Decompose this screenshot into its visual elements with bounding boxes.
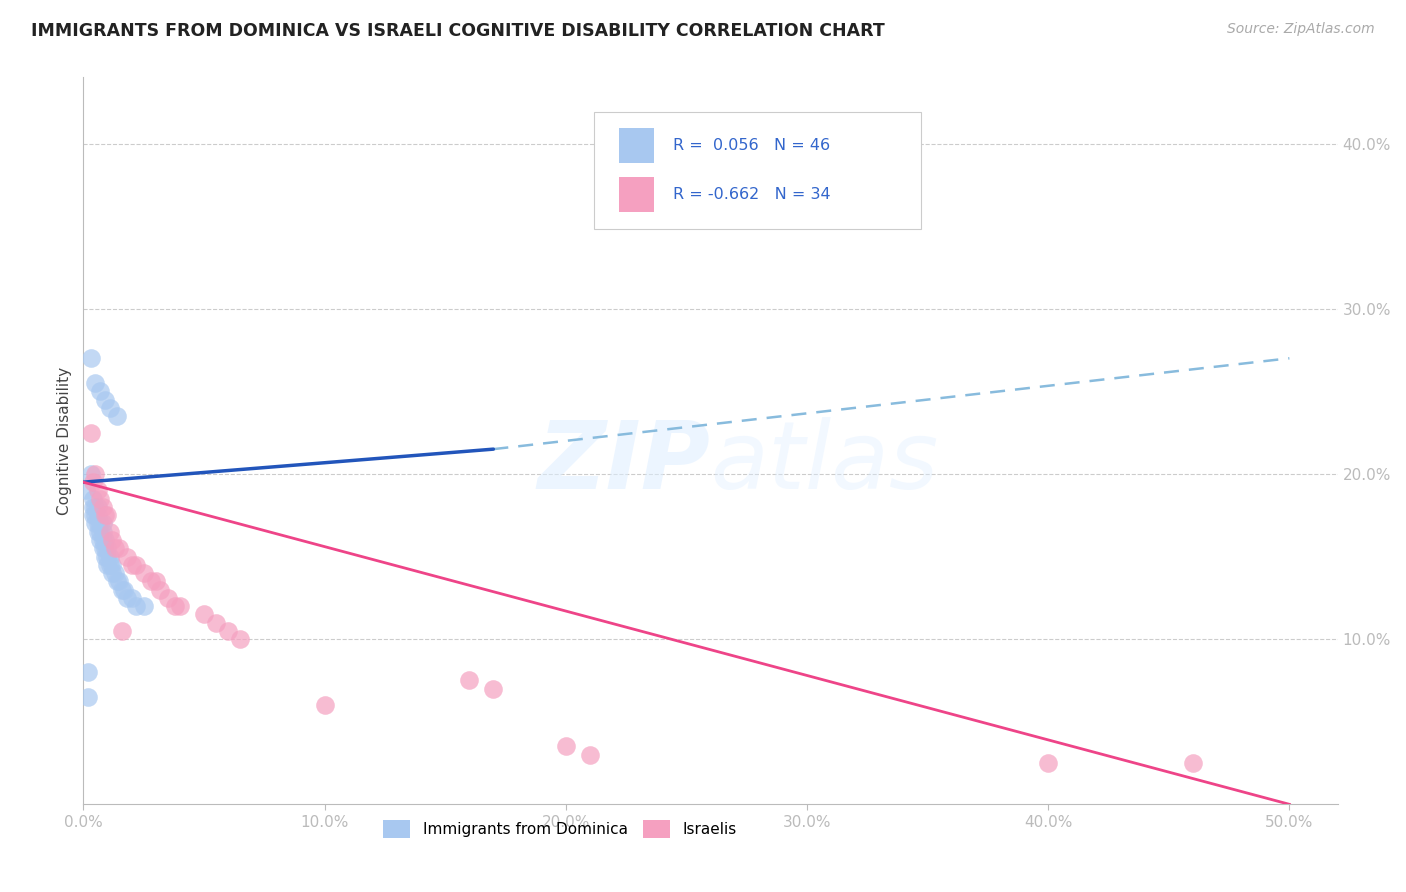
Point — [84, 500, 107, 514]
Point — [89, 524, 111, 539]
Point — [91, 541, 114, 556]
Point — [314, 698, 336, 713]
Legend: Immigrants from Dominica, Israelis: Immigrants from Dominica, Israelis — [377, 814, 742, 844]
Point — [217, 624, 239, 638]
Point — [79, 351, 101, 366]
FancyBboxPatch shape — [593, 112, 921, 228]
Point — [84, 467, 107, 481]
Point — [139, 574, 162, 589]
Point — [82, 475, 104, 490]
Text: IMMIGRANTS FROM DOMINICA VS ISRAELI COGNITIVE DISABILITY CORRELATION CHART: IMMIGRANTS FROM DOMINICA VS ISRAELI COGN… — [31, 22, 884, 40]
Point — [554, 739, 576, 754]
Point — [87, 508, 110, 523]
Point — [84, 508, 107, 523]
Point — [169, 599, 191, 613]
Point — [91, 524, 114, 539]
Point — [125, 558, 148, 572]
Point — [104, 541, 127, 556]
Point — [108, 574, 131, 589]
FancyBboxPatch shape — [619, 178, 654, 212]
Point — [149, 582, 172, 597]
Point — [87, 516, 110, 531]
Point — [112, 582, 135, 597]
Point — [91, 500, 114, 514]
Point — [482, 681, 505, 696]
Point — [82, 491, 104, 506]
Point — [98, 558, 121, 572]
Y-axis label: Cognitive Disability: Cognitive Disability — [58, 367, 72, 515]
Point — [91, 516, 114, 531]
Point — [163, 599, 186, 613]
Point — [87, 500, 110, 514]
Point — [87, 483, 110, 498]
Point — [98, 524, 121, 539]
Point — [1181, 756, 1204, 770]
Point — [121, 591, 143, 605]
Point — [94, 508, 117, 523]
Point — [94, 533, 117, 547]
Point — [79, 467, 101, 481]
Point — [82, 500, 104, 514]
Point — [108, 541, 131, 556]
Point — [193, 607, 215, 622]
Point — [77, 690, 100, 704]
Point — [75, 483, 97, 498]
Point — [89, 516, 111, 531]
Point — [115, 549, 138, 564]
Point — [89, 491, 111, 506]
Text: Source: ZipAtlas.com: Source: ZipAtlas.com — [1227, 22, 1375, 37]
Text: atlas: atlas — [710, 417, 939, 508]
Point — [105, 574, 128, 589]
Point — [145, 574, 167, 589]
Point — [115, 591, 138, 605]
Point — [98, 549, 121, 564]
Point — [94, 541, 117, 556]
Point — [84, 516, 107, 531]
Point — [87, 524, 110, 539]
Point — [96, 541, 118, 556]
Point — [1038, 756, 1060, 770]
Point — [101, 566, 124, 580]
Text: R =  0.056   N = 46: R = 0.056 N = 46 — [673, 137, 830, 153]
Point — [579, 747, 602, 762]
Point — [156, 591, 179, 605]
Point — [98, 401, 121, 415]
Point — [205, 615, 228, 630]
Point — [84, 376, 107, 390]
Point — [82, 508, 104, 523]
Point — [104, 566, 127, 580]
Text: R = -0.662   N = 34: R = -0.662 N = 34 — [673, 187, 831, 202]
Point — [94, 549, 117, 564]
Point — [121, 558, 143, 572]
Point — [101, 558, 124, 572]
Point — [111, 624, 134, 638]
Point — [132, 566, 155, 580]
Point — [132, 599, 155, 613]
Point — [77, 665, 100, 680]
Point — [91, 533, 114, 547]
Point — [101, 533, 124, 547]
Point — [96, 549, 118, 564]
FancyBboxPatch shape — [619, 128, 654, 162]
Point — [229, 632, 252, 646]
Point — [96, 558, 118, 572]
Point — [105, 409, 128, 423]
Point — [89, 384, 111, 399]
Point — [94, 392, 117, 407]
Point — [111, 582, 134, 597]
Point — [125, 599, 148, 613]
Text: ZIP: ZIP — [537, 417, 710, 508]
Point — [79, 425, 101, 440]
Point — [89, 533, 111, 547]
Point — [96, 508, 118, 523]
Point — [458, 673, 481, 688]
